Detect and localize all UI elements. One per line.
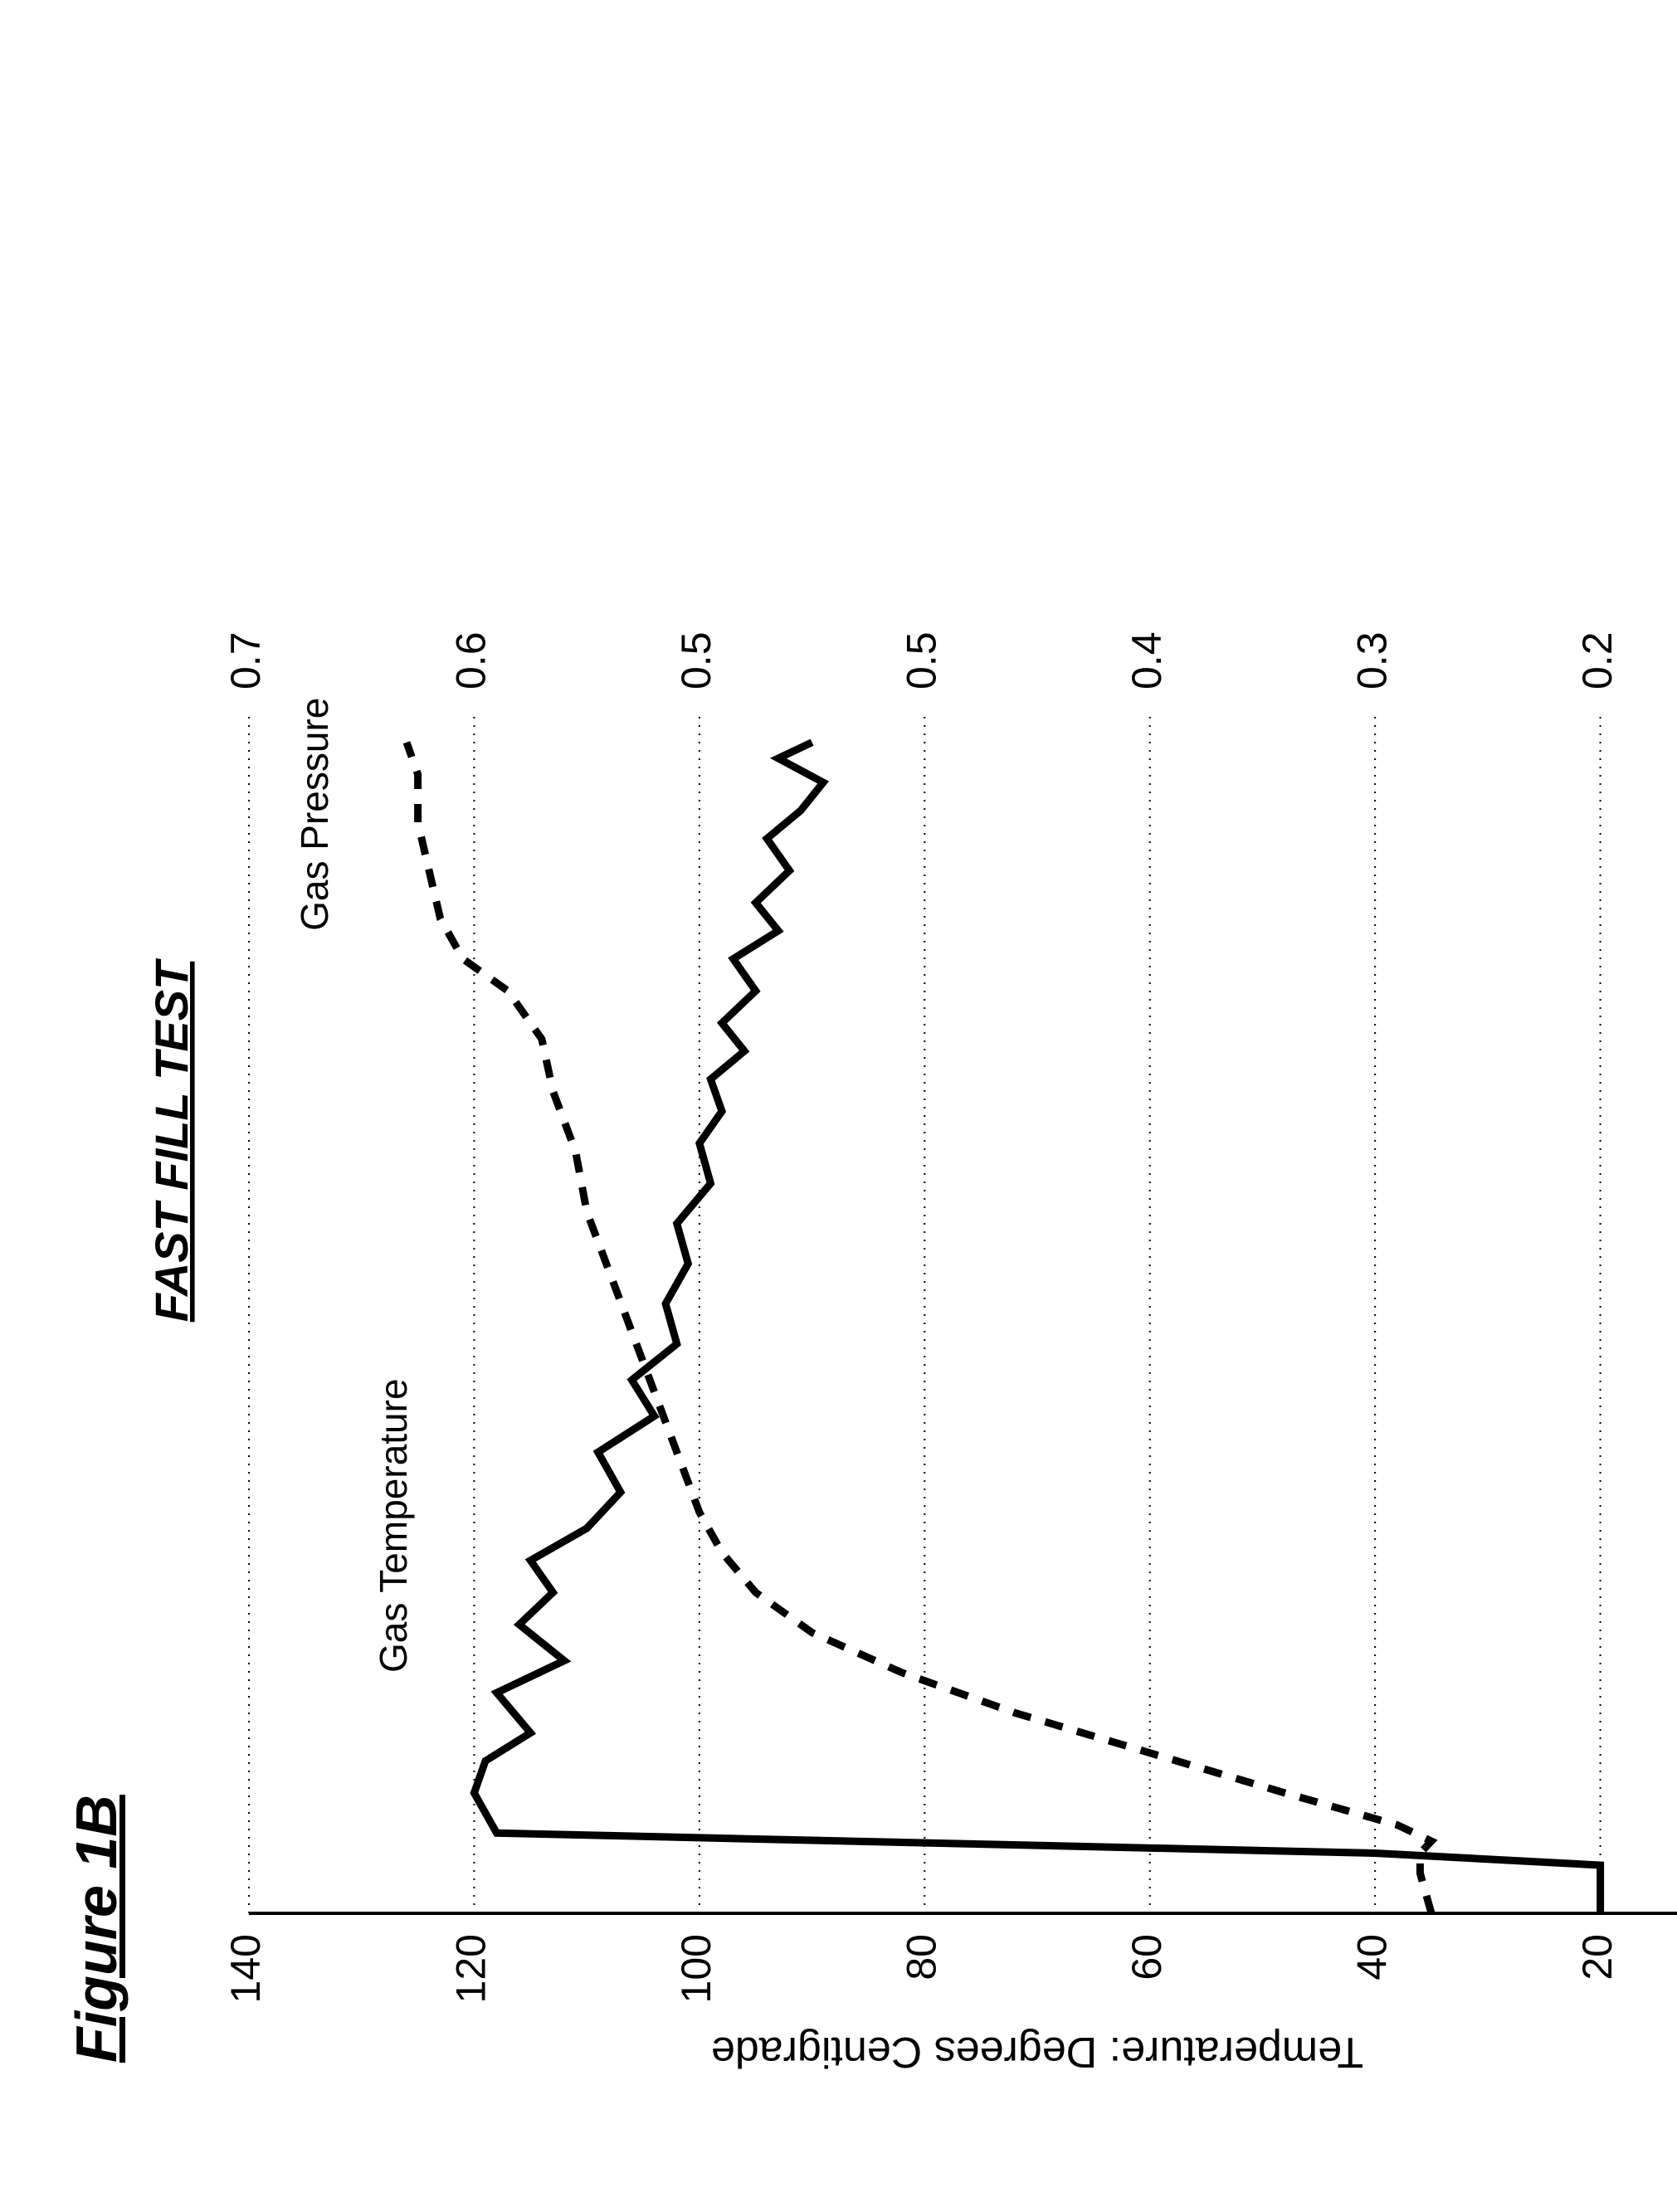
label-temperature: Gas Temperature bbox=[372, 1378, 415, 1673]
chart-title-svg: FAST FILL TEST bbox=[145, 957, 197, 1322]
svg-text:0.4: 0.4 bbox=[1124, 631, 1170, 689]
svg-text:0.6: 0.6 bbox=[448, 631, 495, 689]
figure-label-svg: Figure 1B bbox=[64, 1795, 129, 2063]
svg-text:120: 120 bbox=[448, 1934, 495, 2003]
svg-text:0.7: 0.7 bbox=[222, 631, 269, 689]
page: Figure 1B FAST FILL TEST 020406080100120… bbox=[0, 0, 1677, 2212]
svg-text:100: 100 bbox=[673, 1934, 719, 2003]
svg-text:0.5: 0.5 bbox=[673, 631, 719, 689]
chart-svg: 02040608010012014000.20.30.40.50.50.60.7… bbox=[0, 0, 1677, 2212]
svg-text:0.5: 0.5 bbox=[898, 631, 944, 689]
svg-text:20: 20 bbox=[1574, 1934, 1621, 1981]
svg-text:80: 80 bbox=[898, 1934, 944, 1981]
svg-text:60: 60 bbox=[1124, 1934, 1170, 1981]
left-axis-title: Temperature: Degrees Centigrade bbox=[711, 2028, 1363, 2076]
chart-rotated-wrapper: Figure 1B FAST FILL TEST 020406080100120… bbox=[0, 0, 1677, 2212]
svg-text:40: 40 bbox=[1348, 1934, 1395, 1981]
label-pressure: Gas Pressure bbox=[293, 698, 336, 931]
svg-text:0.2: 0.2 bbox=[1574, 631, 1621, 689]
series-pressure bbox=[407, 743, 1431, 1913]
svg-text:0.3: 0.3 bbox=[1348, 631, 1395, 689]
svg-text:140: 140 bbox=[222, 1934, 269, 2003]
series-temperature bbox=[474, 743, 1600, 1913]
